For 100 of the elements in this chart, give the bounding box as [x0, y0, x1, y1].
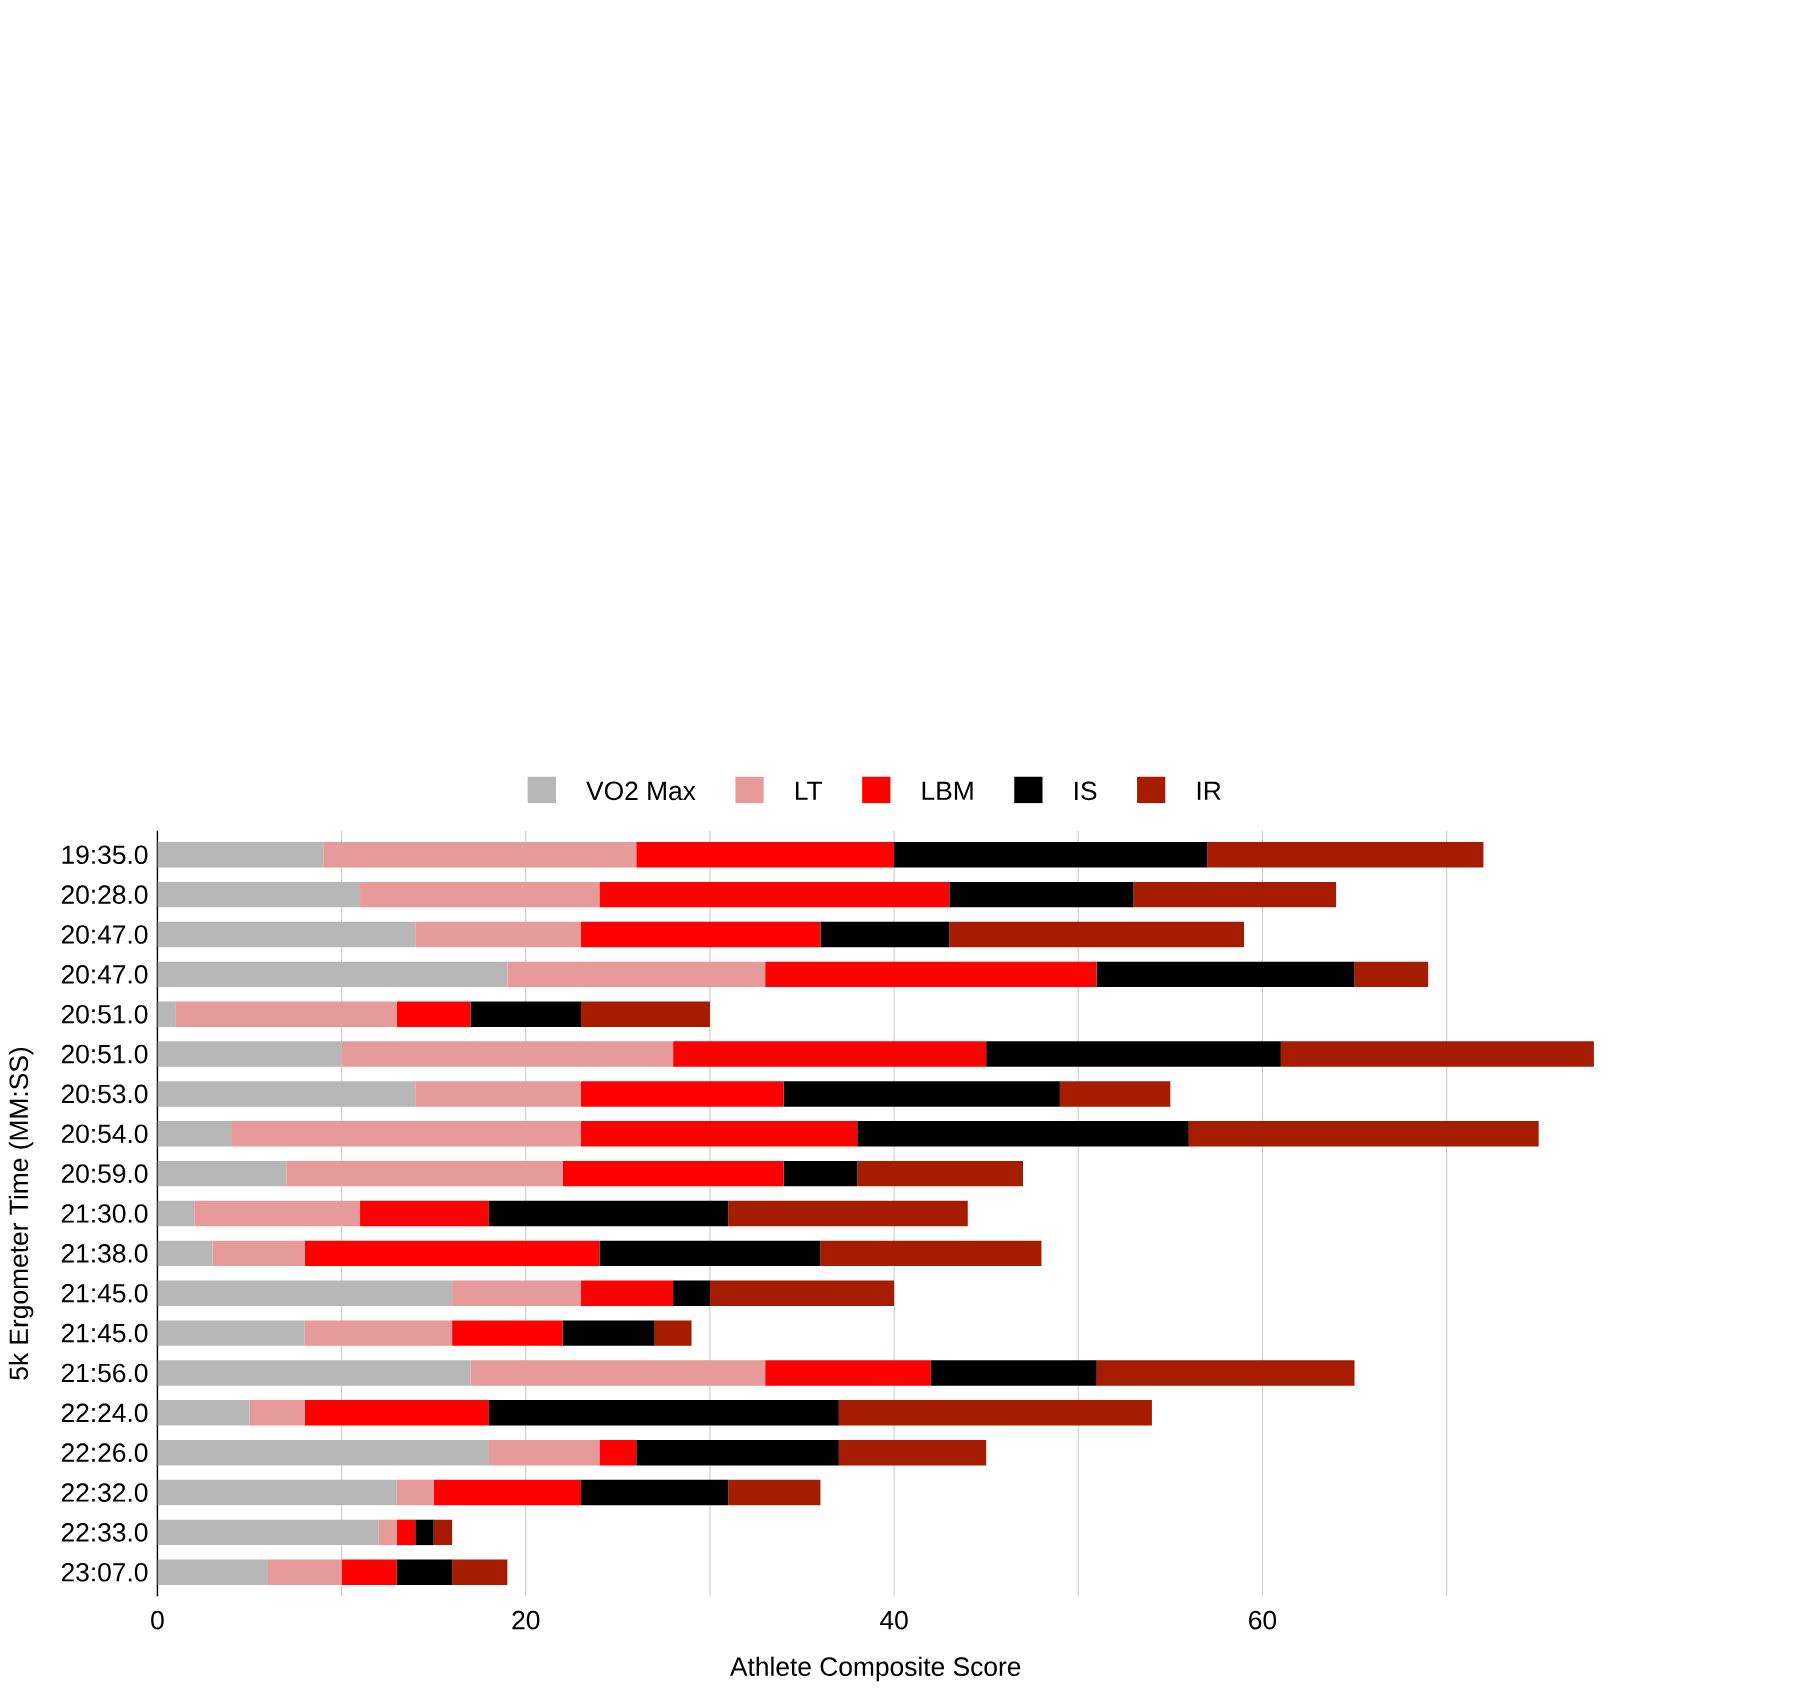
bar — [415, 1519, 434, 1546]
bar — [341, 1041, 674, 1067]
bar — [765, 1360, 931, 1386]
legend-label: IS — [1075, 781, 1097, 801]
bar — [304, 1240, 600, 1267]
bar — [360, 881, 600, 908]
x-tick-label: 40 — [880, 1610, 908, 1630]
bar — [396, 1001, 471, 1027]
bar — [562, 1160, 784, 1187]
bar — [157, 921, 416, 948]
bar — [581, 1001, 710, 1027]
bar — [415, 921, 582, 948]
y-tick-label: 22:26.0 — [61, 1443, 148, 1463]
bar — [581, 1081, 784, 1107]
y-tick-label: 21:56.0 — [61, 1363, 148, 1383]
bar — [157, 1160, 287, 1187]
bar — [341, 1559, 397, 1585]
y-tick-label: 22:32.0 — [61, 1483, 148, 1502]
bar — [304, 1320, 453, 1346]
bar — [396, 1559, 453, 1585]
bar — [157, 1519, 379, 1546]
bar — [378, 1519, 397, 1546]
x-tick-label: 0 — [151, 1610, 164, 1630]
bar — [323, 842, 637, 868]
bar — [488, 1200, 729, 1227]
bar — [304, 1400, 489, 1426]
x-tick-label: 60 — [1249, 1610, 1277, 1630]
bar — [267, 1559, 342, 1585]
bar — [157, 1200, 195, 1227]
bar — [1059, 1081, 1171, 1107]
bar — [1096, 961, 1355, 988]
bar — [249, 1400, 305, 1426]
bar — [838, 1400, 1152, 1426]
bar — [930, 1360, 1097, 1386]
bar — [157, 961, 508, 988]
bar — [581, 1280, 674, 1306]
bar — [157, 1479, 397, 1506]
bar — [673, 1041, 987, 1067]
bar — [783, 1081, 1060, 1107]
bar — [838, 1439, 987, 1466]
bar — [1280, 1041, 1594, 1067]
legend-label: VO2 Max — [586, 781, 696, 801]
bar — [820, 921, 950, 948]
bar — [581, 1121, 858, 1147]
bar — [1133, 881, 1337, 908]
bar — [728, 1479, 821, 1506]
bar — [157, 1041, 342, 1067]
legend-label: LBM — [922, 781, 973, 800]
bar — [636, 1439, 839, 1466]
bar — [949, 921, 1245, 948]
bar — [212, 1240, 305, 1267]
bar — [581, 1479, 729, 1506]
bar — [599, 881, 950, 908]
y-tick-label: 21:45.0 — [61, 1323, 148, 1343]
bar — [396, 1519, 416, 1546]
bar — [1188, 1121, 1539, 1147]
bar — [1354, 961, 1429, 988]
bar — [986, 1041, 1281, 1067]
bar — [1096, 1360, 1355, 1386]
bar — [488, 1400, 839, 1426]
y-tick-label: 20:54.0 — [61, 1124, 148, 1144]
y-tick-label: 22:24.0 — [61, 1403, 148, 1423]
y-axis-title: 5k Ergometer Time (MM:SS) — [8, 1047, 34, 1380]
bar — [157, 1439, 489, 1466]
x-axis-title: Athlete Composite Score — [729, 1656, 1021, 1682]
bar — [820, 1240, 1042, 1267]
y-tick-label: 20:51.0 — [61, 1004, 148, 1024]
bar — [709, 1280, 895, 1306]
bar — [894, 842, 1208, 868]
bar — [783, 1160, 858, 1187]
bar — [157, 842, 324, 868]
bar — [470, 1360, 766, 1386]
bar — [765, 961, 1097, 988]
bar — [636, 842, 895, 868]
y-tick-label: 19:35.0 — [62, 845, 148, 865]
bar — [157, 1360, 471, 1386]
bar — [157, 1121, 232, 1147]
bar — [562, 1320, 655, 1346]
bar — [360, 1200, 489, 1227]
bar — [673, 1280, 710, 1306]
y-tick-label: 20:28.0 — [61, 885, 148, 904]
y-tick-label: 23:07.0 — [61, 1562, 148, 1582]
y-tick-label: 20:47.0 — [61, 925, 148, 944]
y-tick-label: 21:38.0 — [61, 1244, 148, 1263]
bar — [396, 1479, 434, 1506]
bar — [599, 1439, 637, 1466]
y-tick-label: 22:33.0 — [61, 1523, 148, 1542]
bar — [654, 1320, 692, 1346]
bar — [599, 1240, 821, 1267]
bar — [157, 881, 361, 908]
y-tick-label: 20:53.0 — [61, 1084, 148, 1104]
bar — [452, 1320, 563, 1346]
bar — [507, 961, 766, 988]
y-tick-label: 21:45.0 — [61, 1283, 148, 1303]
bar — [157, 1081, 416, 1107]
bar — [857, 1121, 1189, 1147]
bar — [452, 1280, 582, 1306]
bar — [157, 1400, 250, 1426]
y-tick-label: 20:51.0 — [61, 1044, 148, 1064]
bar — [857, 1160, 1024, 1187]
